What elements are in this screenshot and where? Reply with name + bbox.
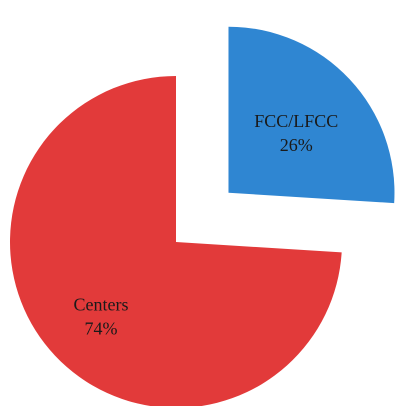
- pie-slice-centers: [10, 76, 342, 406]
- pie-slices: [10, 26, 395, 406]
- pie-label-name: Centers: [73, 294, 128, 314]
- pie-slice-fcc-lfcc: [228, 26, 395, 204]
- pie-labels: FCC/LFCC 26% Centers 74%: [73, 111, 338, 338]
- pie-label-percent: 26%: [280, 135, 313, 155]
- pie-label-name: FCC/LFCC: [254, 111, 338, 131]
- pie-label-fcc-lfcc: FCC/LFCC 26%: [254, 111, 338, 155]
- pie-label-percent: 74%: [84, 318, 117, 338]
- pie-label-centers: Centers 74%: [73, 294, 128, 338]
